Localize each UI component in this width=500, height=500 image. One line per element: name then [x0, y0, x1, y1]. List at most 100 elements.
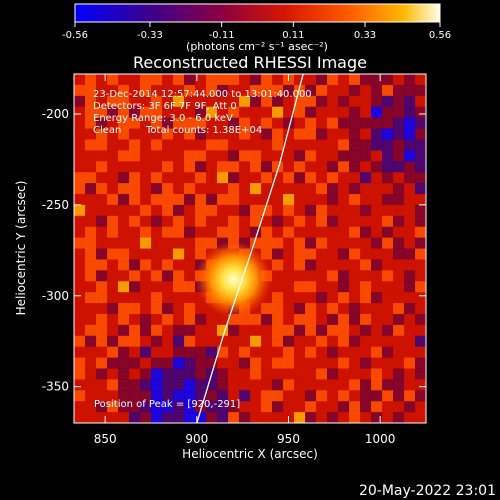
heatmap-cell: [294, 313, 306, 326]
heatmap-cell: [140, 281, 152, 293]
heatmap-cell: [294, 379, 306, 391]
heatmap-cell: [217, 128, 229, 141]
heatmap-cell: [404, 139, 416, 151]
heatmap-cell: [228, 172, 240, 184]
heatmap-cell: [382, 313, 394, 326]
heatmap-cell: [129, 172, 141, 184]
heatmap-cell: [173, 259, 185, 271]
heatmap-cell: [338, 139, 350, 151]
heatmap-cell: [173, 270, 185, 282]
heatmap-cell: [239, 183, 251, 195]
heatmap-cell: [404, 324, 416, 337]
heatmap-cell: [140, 117, 152, 130]
heatmap-cell: [228, 379, 240, 391]
heatmap-cell: [206, 117, 218, 130]
heatmap-cell: [371, 204, 383, 217]
heatmap-cell: [393, 357, 405, 370]
heatmap-cell: [349, 379, 361, 391]
heatmap-cell: [261, 237, 273, 250]
heatmap-cell: [107, 139, 119, 151]
heatmap-cell: [184, 183, 196, 195]
heatmap-cell: [129, 161, 141, 173]
heatmap-cell: [228, 226, 240, 239]
heatmap-cell: [206, 193, 218, 206]
heatmap-cell: [118, 215, 130, 228]
heatmap-cell: [305, 74, 317, 86]
heatmap-cell: [305, 161, 317, 173]
heatmap-cell: [129, 303, 141, 315]
heatmap-cell: [140, 226, 152, 239]
heatmap-cell: [129, 335, 141, 348]
x-tick-label: 900: [185, 432, 208, 446]
heatmap-cell: [74, 390, 86, 402]
heatmap-cell: [74, 346, 86, 359]
heatmap-cell: [96, 84, 108, 97]
heatmap-cell: [85, 357, 97, 370]
heatmap-cell: [206, 128, 218, 141]
heatmap-cell: [316, 161, 328, 173]
heatmap-cell: [162, 226, 174, 239]
heatmap-cell: [382, 161, 394, 173]
heatmap-cell: [195, 161, 207, 173]
heatmap-cell: [338, 161, 350, 173]
heatmap-cell: [316, 128, 328, 141]
heatmap-cell: [283, 106, 295, 119]
heatmap-cell: [404, 412, 416, 423]
heatmap-cell: [294, 117, 306, 130]
heatmap-cell: [228, 215, 240, 228]
heatmap-cell: [173, 313, 185, 326]
heatmap-cell: [118, 390, 130, 402]
heatmap-cell: [85, 292, 97, 304]
heatmap-cell: [129, 215, 141, 228]
heatmap-cell: [349, 204, 361, 217]
heatmap-cell: [305, 237, 317, 250]
heatmap-cell: [294, 193, 306, 206]
heatmap-cell: [195, 346, 207, 359]
heatmap-cell: [327, 172, 339, 184]
heatmap-cell: [140, 335, 152, 348]
heatmap-cell: [96, 161, 108, 173]
heatmap-cell: [206, 237, 218, 250]
heatmap-cell: [118, 324, 130, 337]
heatmap-cell: [162, 412, 174, 423]
heatmap-cell: [305, 357, 317, 370]
heatmap-cell: [162, 270, 174, 282]
heatmap-cell: [415, 357, 426, 370]
heatmap-cell: [272, 117, 284, 130]
heatmap-cell: [305, 215, 317, 228]
heatmap-cell: [294, 292, 306, 304]
heatmap-cell: [239, 335, 251, 348]
heatmap-cell: [195, 95, 207, 108]
heatmap-cell: [129, 74, 141, 86]
heatmap-cell: [382, 139, 394, 151]
heatmap-cell: [349, 270, 361, 282]
heatmap-cell: [415, 193, 426, 206]
heatmap-cell: [85, 183, 97, 195]
heatmap-cell: [228, 128, 240, 141]
heatmap-cell: [195, 324, 207, 337]
heatmap-cell: [195, 150, 207, 162]
heatmap-cell: [382, 357, 394, 370]
heatmap-cell: [294, 401, 306, 413]
heatmap-cell: [162, 259, 174, 271]
heatmap-cell: [349, 117, 361, 130]
heatmap-cell: [371, 172, 383, 184]
heatmap-cell: [349, 357, 361, 370]
heatmap-cell: [162, 346, 174, 359]
heatmap-cell: [96, 226, 108, 239]
heatmap-cell: [415, 161, 426, 173]
x-tick-label: 1000: [365, 432, 396, 446]
heatmap-cell: [393, 324, 405, 337]
heatmap-cell: [85, 412, 97, 423]
heatmap-cell: [173, 172, 185, 184]
heatmap-cell: [415, 248, 426, 261]
heatmap-cell: [107, 172, 119, 184]
heatmap-cell: [239, 150, 251, 162]
heatmap-cell: [173, 226, 185, 239]
heatmap-cell: [371, 324, 383, 337]
heatmap-cell: [162, 357, 174, 370]
heatmap-cell: [184, 292, 196, 304]
heatmap-cell: [404, 335, 416, 348]
heatmap-cell: [74, 204, 86, 217]
heatmap-cell: [129, 357, 141, 370]
